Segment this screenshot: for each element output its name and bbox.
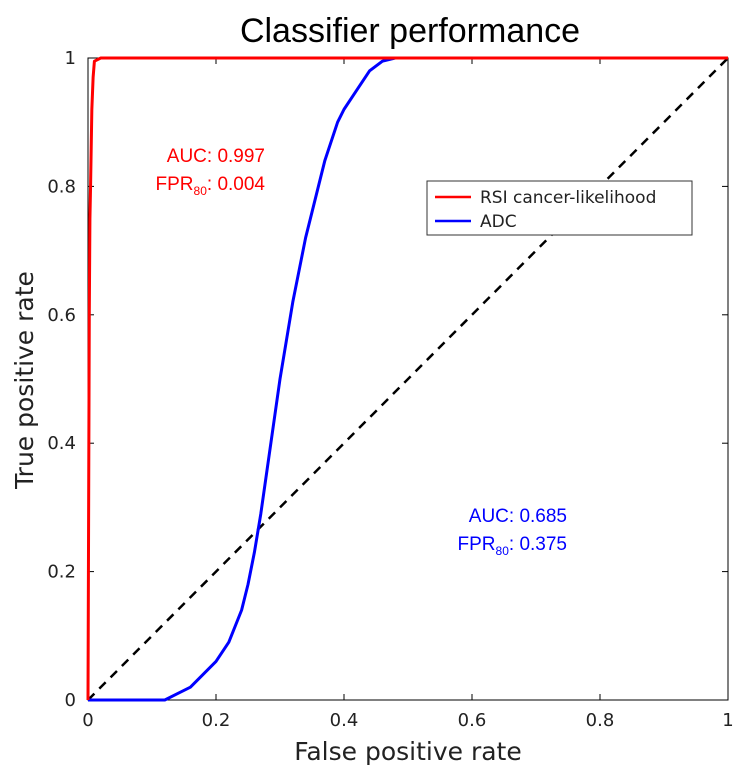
- x-axis-label: False positive rate: [294, 737, 522, 766]
- series-line-chance: [87, 57, 729, 701]
- y-tick-label-2: 0.4: [47, 433, 76, 454]
- annotation-rsi-fpr: FPR80: 0.004: [156, 174, 266, 198]
- annotation-rsi-fpr-value: : 0.004: [207, 174, 266, 195]
- series-line-adc: [88, 56, 728, 702]
- y-axis-label: True positive rate: [10, 271, 39, 490]
- series-layer: [86, 56, 729, 702]
- annotation-adc: AUC: 0.685 FPR80: 0.375: [458, 506, 567, 558]
- chart-title: Classifier performance: [240, 12, 580, 50]
- legend-label-rsi: RSI cancer-likelihood: [480, 188, 656, 208]
- annotation-rsi-fpr-sub: 80: [194, 184, 208, 198]
- y-tick-label-4: 0.8: [47, 176, 76, 197]
- x-tick-label-2: 0.4: [330, 710, 359, 731]
- series-line-rsi-cancer-likelihood: [86, 56, 728, 701]
- annotation-rsi-auc: AUC: 0.997: [167, 146, 265, 167]
- legend-label-adc: ADC: [480, 212, 517, 232]
- legend: RSI cancer-likelihood ADC: [426, 180, 693, 236]
- y-tick-label-3: 0.6: [47, 305, 76, 326]
- x-tick-label-5: 1: [722, 710, 733, 731]
- x-tick-label-0: 0: [82, 710, 93, 731]
- x-tick-label-1: 0.2: [202, 710, 231, 731]
- legend-box: [426, 180, 693, 236]
- annotation-rsi: AUC: 0.997 FPR80: 0.004: [156, 146, 266, 198]
- y-tick-label-5: 1: [65, 48, 76, 69]
- annotation-adc-fpr-value: : 0.375: [509, 534, 567, 555]
- annotation-adc-fpr-sub: 80: [496, 544, 510, 558]
- y-tick-label-1: 0.2: [47, 562, 76, 583]
- annotation-adc-fpr-prefix: FPR: [458, 534, 496, 555]
- annotation-adc-auc: AUC: 0.685: [469, 506, 567, 527]
- x-tick-label-4: 0.8: [586, 710, 615, 731]
- x-tick-label-3: 0.6: [458, 710, 487, 731]
- annotation-rsi-fpr-prefix: FPR: [156, 174, 194, 195]
- axis-tick-labels: 0 0.2 0.4 0.6 0.8 1 0 0.2 0.4 0.6 0.8 1: [47, 48, 733, 731]
- annotation-adc-fpr: FPR80: 0.375: [458, 534, 567, 558]
- y-tick-label-0: 0: [65, 690, 76, 711]
